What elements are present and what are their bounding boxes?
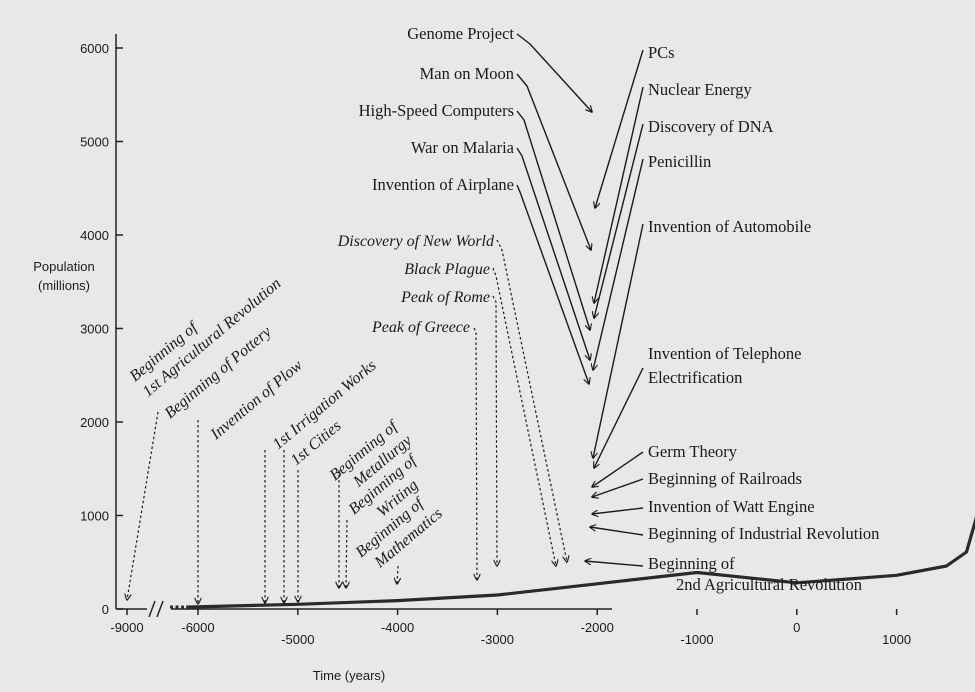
y-tick-label: 3000: [80, 322, 109, 337]
x-tick-label: -1000: [680, 632, 713, 647]
x-tick-label: 0: [793, 620, 800, 635]
y-axis-label-line-2: (millions): [38, 278, 90, 293]
event-label-peak-of-rome: Peak of Rome: [400, 289, 490, 306]
x-tick-label: -2000: [581, 620, 614, 635]
modern-events-right: PCs Nuclear Energy Discovery of DNA Peni…: [585, 43, 879, 594]
x-tick-label: -4000: [381, 620, 414, 635]
x-tick-label: 1000: [882, 632, 911, 647]
x-tick-label: -6000: [181, 620, 214, 635]
y-axis-label-line-1: Population: [33, 259, 94, 274]
event-label-discovery-of-new-world: Discovery of New World: [337, 233, 495, 250]
event-label-invention-of-airplane: Invention of Airplane: [372, 175, 514, 194]
event-label-man-on-moon: Man on Moon: [420, 64, 514, 83]
modern-events-left: Genome Project Man on Moon High-Speed Co…: [359, 24, 592, 384]
x-tick-label: -9000: [110, 620, 143, 635]
event-label-pcs: PCs: [648, 43, 675, 62]
x-axis-ticks: -9000 -6000 -5000 -4000 -3000 -2000 -1000 0 1000…: [110, 609, 911, 647]
axis-break-mark: [148, 600, 164, 618]
y-tick-label: 4000: [80, 228, 109, 243]
event-label-beginning-of-2nd-agricultural-revolution-line-1: Beginning of: [648, 554, 735, 573]
modern-events-right-arrows: [585, 49, 644, 567]
y-tick-label: 5000: [80, 135, 109, 150]
event-label-discovery-of-dna: Discovery of DNA: [648, 117, 774, 136]
ancient-events-left-arrows: [127, 411, 398, 604]
y-tick-label: 0: [102, 602, 109, 617]
event-label-penicillin: Penicillin: [648, 152, 711, 171]
event-label-germ-theory: Germ Theory: [648, 442, 738, 461]
event-label-peak-of-greece: Peak of Greece: [371, 319, 470, 336]
event-label-invention-of-telephone: Invention of Telephone: [648, 344, 801, 363]
x-tick-label: -5000: [281, 632, 314, 647]
event-label-genome-project: Genome Project: [407, 24, 514, 43]
event-label-black-plague: Black Plague: [404, 261, 490, 278]
event-label-invention-of-watt-engine: Invention of Watt Engine: [648, 497, 815, 516]
event-label-war-on-malaria: War on Malaria: [411, 138, 515, 157]
modern-events-left-arrows: [516, 33, 592, 384]
ancient-events-left: Beginning of 1st Agricultural Revolution…: [127, 275, 446, 604]
y-tick-label: 2000: [80, 415, 109, 430]
y-axis-ticks: 0 1000 2000 3000 4000 5000 6000: [80, 41, 123, 617]
y-tick-label: 6000: [80, 41, 109, 56]
event-label-beginning-of-2nd-agricultural-revolution-line-2: 2nd Agricultural Revolution: [676, 575, 862, 594]
event-label-nuclear-energy: Nuclear Energy: [648, 80, 752, 99]
population-series-line: [186, 516, 975, 609]
y-tick-label: 1000: [80, 509, 109, 524]
event-label-electrification: Electrification: [648, 368, 742, 387]
x-tick-label: -3000: [481, 632, 514, 647]
x-axis-label: Time (years): [313, 668, 385, 683]
event-label-beginning-of-industrial-revolution: Beginning of Industrial Revolution: [648, 524, 879, 543]
historic-events-middle: Discovery of New World Black Plague Peak…: [337, 233, 567, 580]
historic-events-middle-arrows: [473, 239, 567, 580]
event-label-beginning-of-railroads: Beginning of Railroads: [648, 469, 802, 488]
event-label-high-speed-computers: High-Speed Computers: [359, 101, 514, 120]
event-label-invention-of-automobile: Invention of Automobile: [648, 217, 811, 236]
